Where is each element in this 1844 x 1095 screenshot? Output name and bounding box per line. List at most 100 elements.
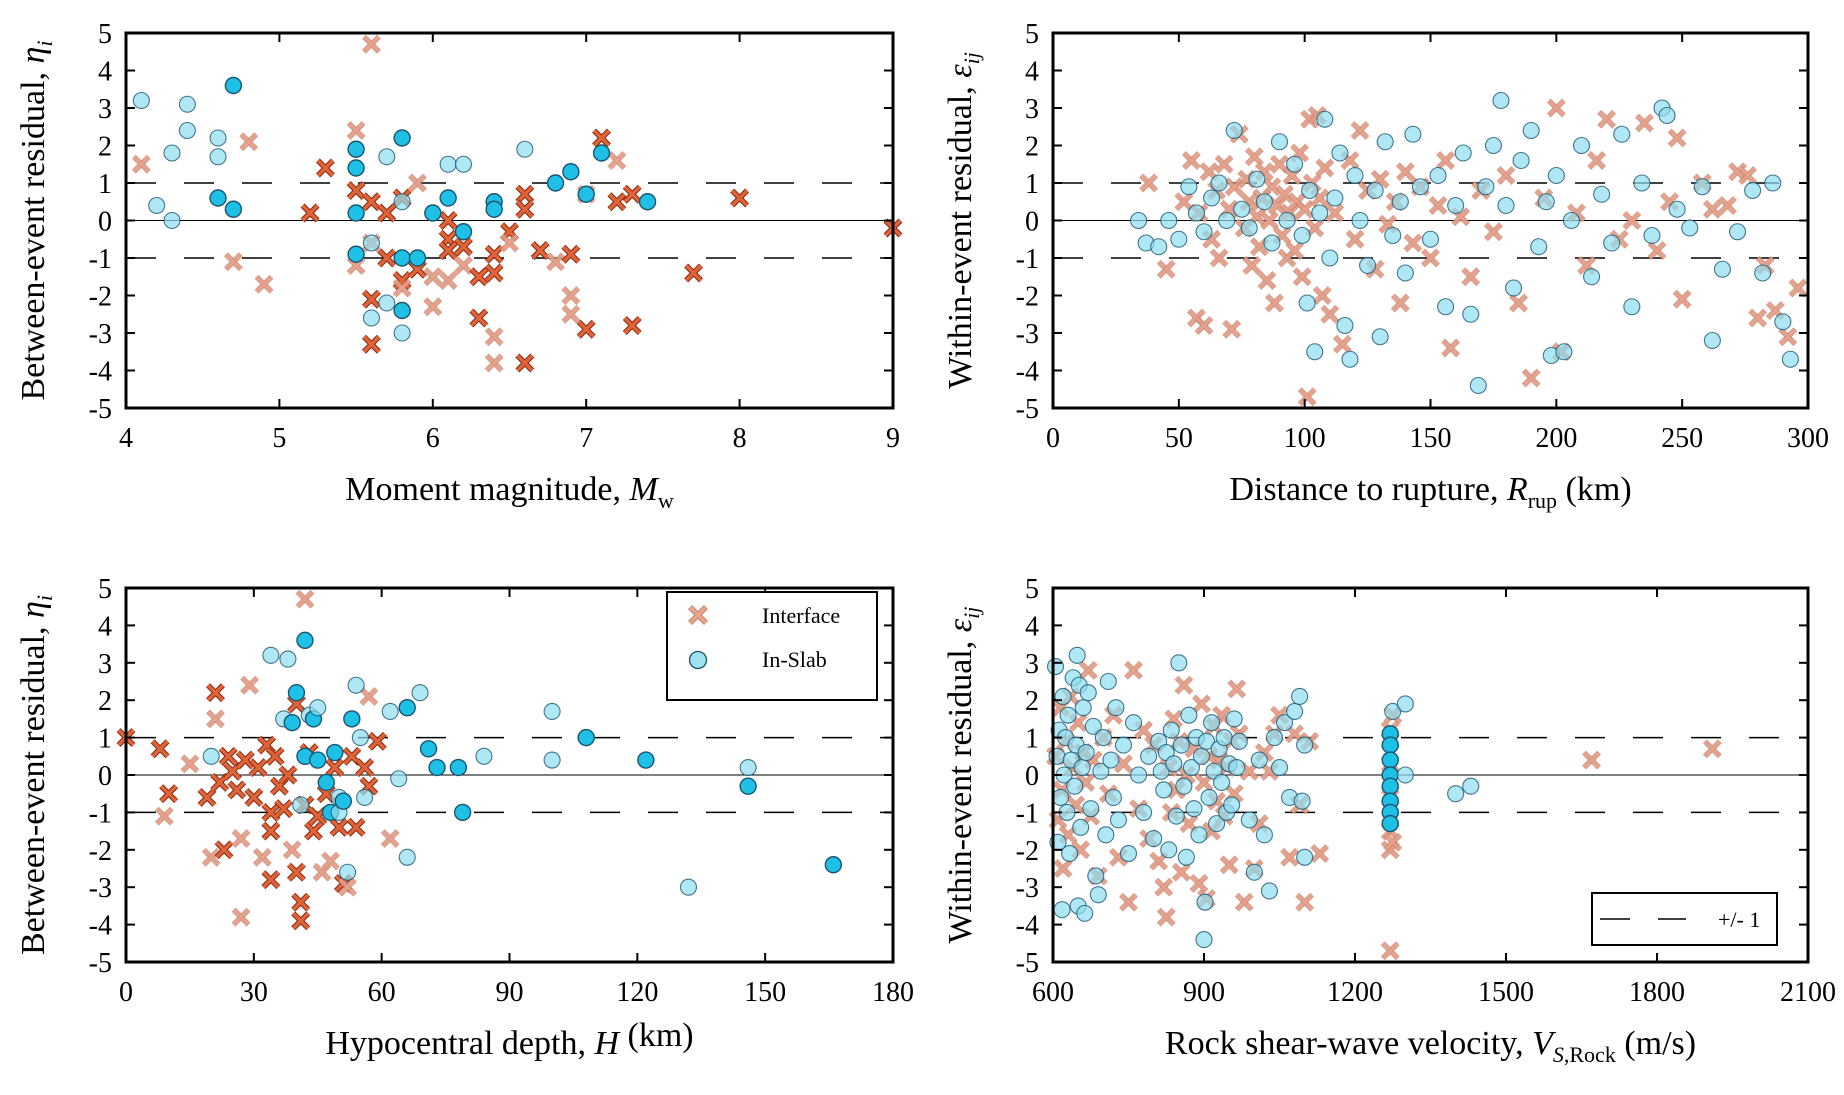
interface-point-stroke xyxy=(1245,148,1264,166)
inslab-point xyxy=(1484,136,1502,155)
y-tick-label: 1 xyxy=(1025,724,1039,755)
interface-point-stroke xyxy=(279,766,297,784)
inslab-point xyxy=(209,148,227,166)
interface-series xyxy=(1139,98,1808,407)
interface-point-stroke xyxy=(206,684,225,702)
x-tick-label: 0 xyxy=(119,977,133,1008)
interface-point-stroke xyxy=(393,279,411,297)
inslab-point xyxy=(1321,249,1339,267)
inslab-point xyxy=(279,650,297,668)
interface-point-stroke xyxy=(262,803,280,822)
inslab-point xyxy=(1562,211,1580,230)
interface-point-stroke xyxy=(1270,706,1289,724)
interface-point-stroke xyxy=(1175,676,1193,694)
y-tick-label: 5 xyxy=(98,19,112,50)
inslab-point xyxy=(1376,133,1394,151)
interface-point xyxy=(730,188,750,208)
inslab-point xyxy=(1381,814,1399,833)
interface-point-stroke xyxy=(236,751,255,769)
interface-point xyxy=(684,263,704,283)
inslab-point xyxy=(351,729,369,747)
interface-point-stroke xyxy=(1648,241,1666,260)
interface-point xyxy=(1622,211,1642,230)
interface-point xyxy=(454,256,473,275)
interface-point-stroke xyxy=(1114,755,1133,773)
y-tick-label: 3 xyxy=(98,649,112,680)
interface-point xyxy=(248,758,268,777)
y-tick-label: 3 xyxy=(1025,649,1039,680)
inslab-point xyxy=(1668,200,1686,218)
interface-point xyxy=(1234,892,1254,912)
y-axis-label-part: Within-event residual, xyxy=(942,632,979,943)
interface-point xyxy=(1156,259,1176,279)
interface-point-stroke xyxy=(151,740,169,758)
inslab-point xyxy=(309,699,327,717)
interface-point xyxy=(1597,109,1617,129)
interface-point xyxy=(607,151,627,170)
inslab-point xyxy=(1107,699,1125,717)
inslab-point xyxy=(1052,788,1070,806)
inslab-point xyxy=(453,803,472,822)
inslab-point xyxy=(1351,211,1369,230)
inslab-point xyxy=(1462,777,1480,795)
interface-point-stroke xyxy=(623,185,641,203)
y-tick-label: -4 xyxy=(89,911,112,942)
interface-point xyxy=(154,806,174,826)
interface-point xyxy=(1320,304,1340,324)
interface-point xyxy=(1119,892,1138,912)
interface-point-stroke xyxy=(1341,151,1359,170)
y-tick-label: 0 xyxy=(98,207,112,238)
inslab-point xyxy=(1530,238,1548,256)
x-tick-label: 600 xyxy=(1032,977,1074,1008)
inslab-point xyxy=(1537,193,1555,211)
inslab-point xyxy=(1404,125,1422,143)
x-axis-label-part: rup xyxy=(1528,488,1557,513)
inslab-point xyxy=(1109,811,1127,829)
x-axis-label-part: Distance to rupture, xyxy=(1229,471,1507,508)
x-axis-label: Hypocentral depth, H (km) xyxy=(325,1017,693,1062)
interface-point-stroke xyxy=(347,181,365,200)
inslab-point xyxy=(1298,294,1316,312)
interface-point-stroke xyxy=(531,241,549,260)
inslab-point xyxy=(1497,196,1515,215)
interface-point-stroke xyxy=(1155,878,1173,896)
inslab-point xyxy=(1603,234,1621,252)
interface-point-stroke xyxy=(1250,814,1269,833)
x-axis-label: Distance to rupture, Rrup (km) xyxy=(1229,471,1631,513)
inslab-point xyxy=(1228,758,1246,777)
interface-point-stroke xyxy=(1451,208,1470,226)
x-tick-label: 30 xyxy=(240,977,268,1008)
inslab-point xyxy=(1197,732,1216,750)
y-axis-label-part: ij xyxy=(959,52,984,64)
inslab-point xyxy=(1286,702,1304,720)
inslab-series xyxy=(1130,91,1799,395)
inslab-point xyxy=(296,631,314,650)
interface-point-stroke xyxy=(1235,893,1253,911)
x-axis-label: Moment magnitude, Mw xyxy=(345,471,674,513)
inslab-point xyxy=(1613,125,1631,143)
interface-point-stroke xyxy=(1311,844,1329,863)
x-tick-label: 150 xyxy=(1410,423,1452,454)
interface-point-stroke xyxy=(202,848,220,866)
inslab-point xyxy=(1072,818,1090,836)
inslab-point xyxy=(1429,166,1447,185)
interface-point xyxy=(1587,151,1607,170)
inslab-point xyxy=(1293,226,1311,245)
inslab-point xyxy=(1200,788,1218,806)
interface-point-stroke xyxy=(1703,200,1722,218)
x-tick-label: 60 xyxy=(368,977,396,1008)
interface-point xyxy=(254,274,274,294)
interface-point-stroke xyxy=(1275,185,1294,203)
interface-point xyxy=(1672,289,1692,309)
y-tick-label: 2 xyxy=(98,686,112,717)
interface-point-stroke xyxy=(1258,271,1276,290)
interface-point-stroke xyxy=(1597,110,1616,128)
inslab-point xyxy=(1087,867,1105,885)
interface-point xyxy=(515,184,535,204)
interface-point xyxy=(321,851,340,871)
x-axis-label-part: (km) xyxy=(1557,471,1632,508)
inslab-point xyxy=(1713,260,1731,278)
inslab-point xyxy=(1250,751,1268,769)
interface-point xyxy=(367,731,387,751)
